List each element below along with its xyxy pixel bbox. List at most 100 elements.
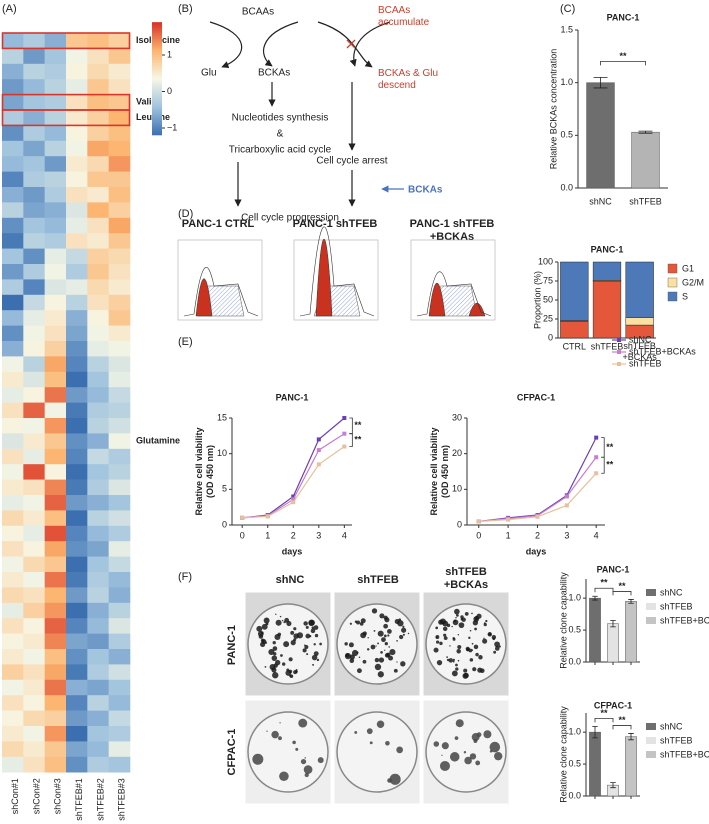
colony	[452, 636, 455, 640]
heatmap-cell	[108, 618, 131, 634]
node: BCAAs accumulate	[378, 5, 430, 28]
heatmap-cell	[2, 587, 24, 604]
heatmap-cell	[44, 418, 67, 434]
heatmap-cell	[23, 202, 45, 219]
heatmap-cell	[23, 294, 45, 311]
heatmap-cell	[108, 479, 131, 496]
error-bar	[638, 130, 653, 134]
heatmap-cell	[87, 33, 109, 49]
panel-label: (A)	[2, 3, 17, 15]
heatmap-cell	[44, 48, 67, 65]
significance-bracket	[612, 591, 632, 596]
colony	[394, 618, 400, 624]
colony	[461, 617, 466, 622]
heatmap-cell	[66, 525, 88, 542]
colony	[303, 765, 313, 774]
error-bar	[592, 726, 598, 739]
colony	[464, 756, 472, 765]
colony	[474, 627, 477, 631]
colony	[494, 641, 500, 648]
colony	[377, 671, 384, 678]
heatmap-cell	[66, 448, 88, 465]
row-highlight	[1, 109, 131, 127]
marker	[564, 494, 569, 499]
heatmap-cell	[44, 726, 67, 742]
heatmap-cell	[87, 448, 109, 465]
colony	[373, 629, 376, 632]
heatmap-cell	[66, 140, 88, 157]
heatmap-cell	[23, 110, 45, 126]
heatmap-cell	[87, 418, 109, 434]
heatmap-cell	[23, 710, 45, 727]
heatmap-cell	[87, 341, 109, 357]
colony	[354, 731, 358, 734]
heatmap-cell	[66, 279, 88, 296]
error-bar	[628, 733, 634, 741]
panel-label: (C)	[560, 3, 575, 15]
heatmap-cell	[87, 371, 109, 388]
colony	[433, 647, 439, 653]
heatmap-cell	[108, 664, 131, 681]
colony	[272, 641, 276, 645]
heatmap-cell	[108, 156, 131, 172]
g1-peak	[195, 278, 213, 317]
x-tick-label: 0	[476, 530, 481, 540]
heatmap-cell	[23, 125, 45, 142]
heatmap-cell	[44, 233, 67, 249]
heatmap-cell	[87, 710, 109, 727]
y-tick-label: 0.0	[568, 790, 581, 800]
x-tick-label: 1	[265, 530, 270, 540]
heatmap-cell	[44, 325, 67, 342]
x-tick-label: shTFEB +BCKAs	[623, 341, 658, 362]
colony	[468, 648, 473, 653]
heatmap-cell	[44, 187, 67, 203]
significance: **	[354, 434, 362, 444]
colony	[441, 742, 449, 750]
heatmap-cell	[66, 79, 88, 95]
line	[242, 446, 345, 519]
colony	[308, 619, 315, 627]
colony	[471, 612, 473, 615]
colony	[374, 663, 382, 671]
colony	[344, 642, 348, 646]
legend-label: shTFEB	[660, 601, 693, 611]
heatmap-cell	[44, 33, 67, 49]
heatmap-cell	[2, 310, 24, 326]
legend-swatch	[646, 617, 656, 624]
y-tick-label: 25	[543, 313, 553, 323]
colony	[279, 722, 281, 724]
heatmap-cell	[44, 202, 67, 219]
colony	[457, 644, 462, 650]
heatmap-cell	[44, 402, 67, 419]
colony	[296, 632, 304, 639]
node: BCKAs	[408, 185, 443, 196]
heatmap-cell	[2, 325, 24, 342]
row-label: PANC-1	[226, 625, 238, 665]
row-highlight	[1, 32, 131, 50]
heatmap-cell	[108, 418, 131, 434]
heatmap-cell	[2, 279, 24, 296]
colony	[303, 621, 308, 626]
heatmap-cell	[66, 356, 88, 373]
node: BCAAs	[242, 7, 274, 18]
colony	[387, 629, 392, 634]
heatmap-cell	[66, 171, 88, 188]
colony	[377, 642, 380, 645]
colony	[275, 619, 282, 626]
heatmap-cell	[2, 618, 24, 634]
colony	[380, 651, 383, 654]
x-tick-label: 2	[535, 530, 540, 540]
significance: **	[606, 442, 614, 452]
colony	[483, 637, 485, 639]
heatmap-cell	[44, 695, 67, 711]
colony	[377, 630, 384, 637]
colony	[256, 625, 263, 632]
marker	[342, 444, 347, 449]
colony	[279, 771, 289, 782]
colony	[455, 614, 459, 617]
heatmap-cell	[66, 510, 88, 527]
heatmap-cell	[108, 233, 131, 249]
heatmap-cell	[2, 156, 24, 172]
heatmap-cell	[108, 756, 131, 773]
heatmap-cell	[2, 94, 24, 111]
